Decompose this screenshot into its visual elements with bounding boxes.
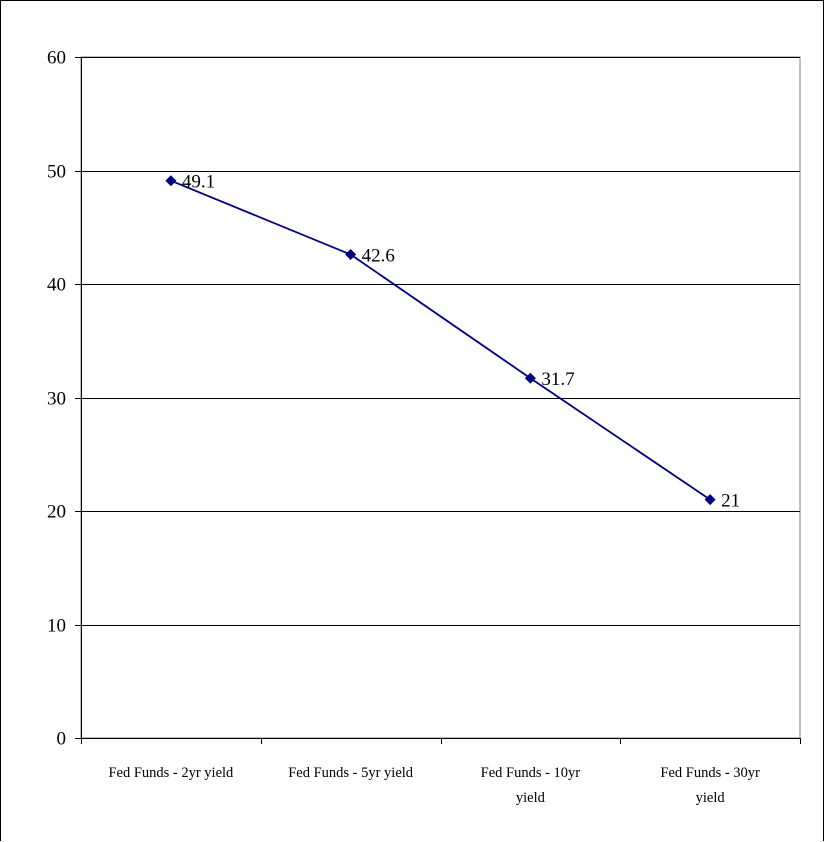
data-point [524, 372, 536, 384]
y-tick-label: 50 [47, 162, 66, 183]
plot-area [80, 56, 801, 739]
x-tick-label: Fed Funds - 10yr [481, 765, 581, 781]
data-label: 42.6 [362, 245, 395, 266]
y-tick-label: 60 [47, 48, 66, 69]
x-tick-label: Fed Funds - 2yr yield [108, 765, 234, 781]
y-tick-label: 20 [47, 502, 66, 523]
x-tick-label: Fed Funds - 5yr yield [288, 765, 414, 781]
data-label: 21 [721, 491, 740, 512]
x-tick-label: yield [696, 790, 726, 806]
x-tick-label: Fed Funds - 30yr [660, 765, 760, 781]
data-point [704, 494, 716, 506]
x-tick-label: yield [516, 790, 546, 806]
y-tick-label: 10 [47, 616, 66, 637]
data-label: 31.7 [541, 369, 574, 390]
series-line [170, 179, 711, 501]
data-point [345, 248, 357, 260]
y-tick-label: 0 [57, 729, 67, 750]
data-point [165, 175, 177, 187]
y-tick-label: 30 [47, 389, 66, 410]
y-tick-label: 40 [47, 275, 66, 296]
data-label: 49.1 [182, 172, 215, 193]
